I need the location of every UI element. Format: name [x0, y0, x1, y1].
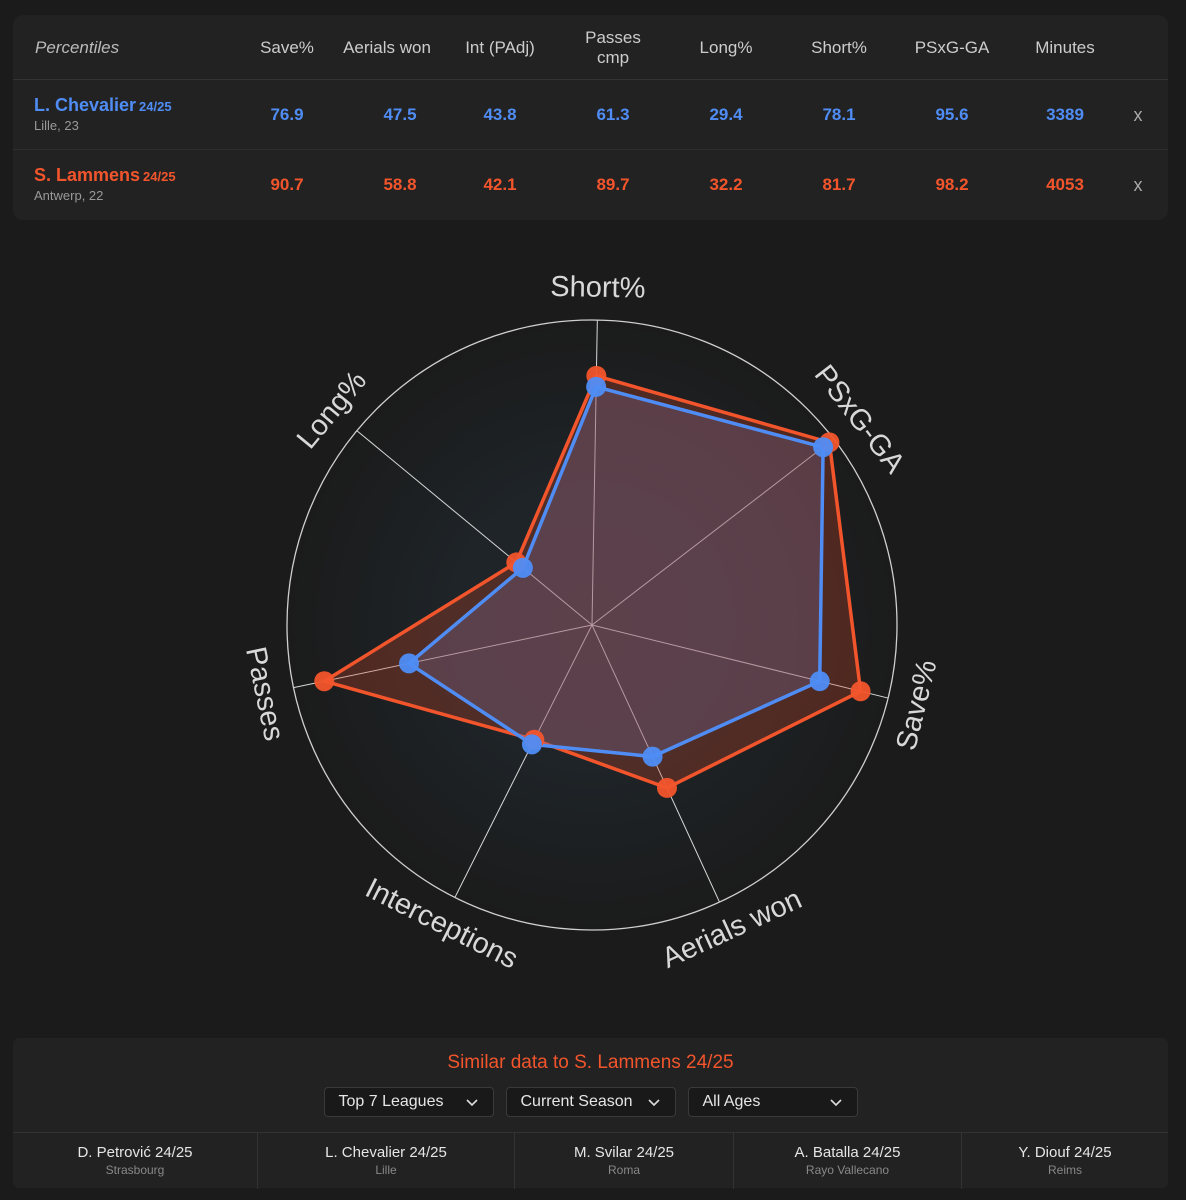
table-row: S. Lammens 24/25 Antwerp, 22 90.7 58.8 42… — [13, 150, 1168, 220]
age-filter-select[interactable]: All Ages — [687, 1087, 858, 1117]
col-save-pct[interactable]: Save% — [260, 37, 314, 57]
remove-player-button[interactable]: x — [1133, 104, 1143, 125]
radar-point[interactable] — [656, 777, 677, 798]
value-passes-cmp: 89.7 — [596, 175, 630, 194]
league-filter-select[interactable]: Top 7 Leagues — [323, 1087, 494, 1117]
radar-series-area — [407, 385, 825, 759]
chevron-down-icon — [647, 1099, 660, 1107]
value-minutes: 3389 — [1046, 105, 1084, 124]
value-short-pct: 78.1 — [822, 105, 856, 124]
col-int-padj[interactable]: Int (PAdj) — [465, 37, 535, 57]
remove-player-button[interactable]: x — [1133, 174, 1143, 195]
value-save-pct: 76.9 — [270, 105, 304, 124]
value-save-pct: 90.7 — [270, 175, 304, 194]
value-int-padj: 42.1 — [483, 175, 517, 194]
similar-player-name: L. Chevalier 24/25 — [325, 1144, 447, 1161]
col-psxg-ga[interactable]: PSxG-GA — [914, 37, 990, 57]
similar-player-club: Roma — [607, 1163, 640, 1177]
value-psxg-ga: 98.2 — [935, 175, 969, 194]
radar-spoke — [591, 438, 835, 626]
similar-player-club: Rayo Vallecano — [805, 1163, 890, 1177]
similar-player-card[interactable]: L. Chevalier 24/25 Lille — [258, 1133, 515, 1189]
radar-point[interactable] — [586, 376, 607, 397]
value-long-pct: 32.2 — [709, 175, 743, 194]
radar-axis-label: Passes — [239, 644, 290, 744]
similar-player-name: M. Svilar 24/25 — [573, 1144, 675, 1161]
similar-player-card[interactable]: M. Svilar 24/25 Roma — [515, 1133, 734, 1189]
similar-player-club: Strasbourg — [105, 1163, 165, 1177]
similar-player-card[interactable]: Y. Diouf 24/25 Reims — [962, 1133, 1168, 1189]
similar-player-card[interactable]: D. Petrović 24/25 Strasbourg — [13, 1133, 258, 1189]
value-aerials-won: 58.8 — [383, 175, 417, 194]
radar-point[interactable] — [642, 746, 663, 767]
value-short-pct: 81.7 — [822, 175, 856, 194]
chevron-down-icon — [829, 1099, 842, 1107]
value-minutes: 4053 — [1046, 175, 1084, 194]
season-filter-select[interactable]: Current Season — [505, 1087, 676, 1117]
col-aerials-won[interactable]: Aerials won — [343, 37, 431, 57]
filter-bar: Top 7 Leagues Current Season All Ages — [13, 1087, 1168, 1117]
similar-panel: Similar data to S. Lammens 24/25 Top 7 L… — [13, 1038, 1168, 1189]
player-name[interactable]: S. Lammens 24/25 — [34, 165, 176, 185]
similar-player-club: Reims — [1047, 1163, 1082, 1177]
percentile-table: Percentiles Save% Aerials won Int (PAdj)… — [13, 15, 1168, 220]
radar-spoke — [591, 624, 889, 699]
similar-player-name: D. Petrović 24/25 — [77, 1144, 193, 1161]
similar-title: Similar data to S. Lammens 24/25 — [447, 1052, 734, 1073]
radar-spoke — [293, 624, 593, 689]
col-short-pct[interactable]: Short% — [811, 37, 867, 57]
value-psxg-ga: 95.6 — [935, 105, 969, 124]
percentiles-label: Percentiles — [35, 38, 120, 57]
radar-point[interactable] — [809, 671, 830, 692]
radar-point[interactable] — [521, 734, 542, 755]
similar-player-list: D. Petrović 24/25 Strasbourg L. Chevalie… — [13, 1132, 1168, 1189]
radar-point[interactable] — [314, 671, 335, 692]
similar-player-card[interactable]: A. Batalla 24/25 Rayo Vallecano — [734, 1133, 962, 1189]
player-club: Antwerp, 22 — [34, 188, 104, 203]
similar-player-name: Y. Diouf 24/25 — [1018, 1144, 1112, 1161]
col-passes-cmp[interactable]: Passes cmp — [585, 27, 641, 67]
value-int-padj: 43.8 — [483, 105, 517, 124]
chevron-down-icon — [465, 1099, 478, 1107]
col-minutes[interactable]: Minutes — [1035, 37, 1095, 57]
radar-point[interactable] — [813, 437, 834, 458]
radar-spoke — [454, 624, 593, 898]
radar-series-area — [322, 374, 863, 790]
table-row: L. Chevalier 24/25 Lille, 23 76.9 47.5 43… — [13, 80, 1168, 150]
table-header: Percentiles Save% Aerials won Int (PAdj)… — [13, 15, 1168, 80]
radar-outer-ring — [286, 319, 898, 931]
radar-axis-label: Save% — [890, 657, 943, 754]
similar-player-club: Lille — [375, 1163, 397, 1177]
value-passes-cmp: 61.3 — [596, 105, 630, 124]
player-club: Lille, 23 — [34, 118, 79, 133]
radar-spoke — [356, 430, 593, 626]
radar-point[interactable] — [850, 681, 871, 702]
similar-player-name: A. Batalla 24/25 — [794, 1144, 901, 1161]
radar-point[interactable] — [512, 557, 533, 578]
col-long-pct[interactable]: Long% — [699, 37, 753, 57]
radar-point[interactable] — [399, 653, 420, 674]
player-name[interactable]: L. Chevalier 24/25 — [34, 95, 172, 115]
value-aerials-won: 47.5 — [383, 105, 417, 124]
value-long-pct: 29.4 — [709, 105, 743, 124]
radar-axis-label: Short% — [550, 271, 646, 305]
